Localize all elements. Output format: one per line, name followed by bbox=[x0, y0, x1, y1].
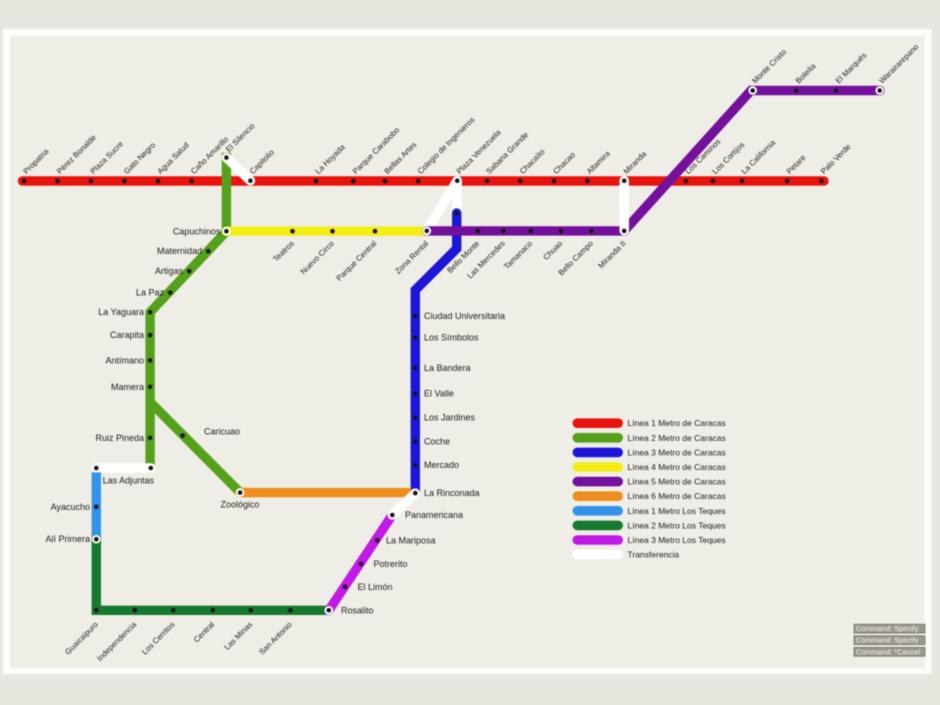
svg-text:Línea 6 Metro de Caracas: Línea 6 Metro de Caracas bbox=[628, 491, 726, 501]
svg-text:Línea 5 Metro de Caracas: Línea 5 Metro de Caracas bbox=[628, 477, 726, 487]
svg-text:Command: Specify: Command: Specify bbox=[856, 624, 919, 633]
svg-text:Potrerito: Potrerito bbox=[374, 559, 408, 569]
svg-text:Mercado: Mercado bbox=[424, 460, 459, 470]
svg-text:Coche: Coche bbox=[424, 436, 450, 446]
svg-text:Command: *Cancel: Command: *Cancel bbox=[856, 647, 920, 656]
svg-text:Ruiz Pineda: Ruiz Pineda bbox=[95, 433, 144, 443]
svg-text:Línea 2 Metro Los Teques: Línea 2 Metro Los Teques bbox=[628, 520, 726, 530]
svg-text:Los Símbolos: Los Símbolos bbox=[424, 333, 479, 343]
svg-text:Línea 3 Metro Los Teques: Línea 3 Metro Los Teques bbox=[628, 535, 726, 545]
svg-text:Línea 3 Metro de Caracas: Línea 3 Metro de Caracas bbox=[628, 447, 726, 457]
svg-text:El Limón: El Limón bbox=[358, 582, 393, 592]
svg-text:La Yaguara: La Yaguara bbox=[98, 307, 144, 317]
svg-text:La Rinconada: La Rinconada bbox=[424, 488, 480, 498]
svg-text:Línea 2 Metro de Caracas: Línea 2 Metro de Caracas bbox=[628, 433, 726, 443]
svg-text:Transferencia: Transferencia bbox=[628, 550, 680, 560]
svg-text:Zoológico: Zoológico bbox=[220, 500, 259, 510]
svg-text:Alí Primera: Alí Primera bbox=[45, 534, 90, 544]
svg-text:Panamericana: Panamericana bbox=[405, 510, 463, 520]
svg-text:Command: Specify: Command: Specify bbox=[856, 636, 919, 645]
svg-text:Artigas: Artigas bbox=[155, 266, 184, 276]
svg-text:Los Jardines: Los Jardines bbox=[424, 412, 476, 422]
svg-text:El Valle: El Valle bbox=[424, 389, 454, 399]
svg-text:Rosalito: Rosalito bbox=[341, 605, 374, 615]
svg-text:Ciudad Universitaria: Ciudad Universitaria bbox=[424, 311, 505, 321]
svg-text:Las Adjuntas: Las Adjuntas bbox=[103, 475, 155, 485]
svg-text:Línea 4 Metro de Caracas: Línea 4 Metro de Caracas bbox=[628, 462, 726, 472]
svg-text:Antímano: Antímano bbox=[105, 355, 144, 365]
svg-text:Caricuao: Caricuao bbox=[204, 427, 240, 437]
svg-text:Línea 1 Metro Los Teques: Línea 1 Metro Los Teques bbox=[628, 506, 726, 516]
svg-text:Capuchinos: Capuchinos bbox=[173, 227, 221, 237]
svg-text:Maternidad: Maternidad bbox=[157, 246, 202, 256]
svg-text:Línea 1 Metro de Caracas: Línea 1 Metro de Caracas bbox=[628, 418, 726, 428]
svg-text:La Mariposa: La Mariposa bbox=[386, 535, 436, 545]
svg-text:Mamera: Mamera bbox=[111, 382, 144, 392]
svg-text:La Bandera: La Bandera bbox=[424, 363, 471, 373]
svg-text:Ayacucho: Ayacucho bbox=[51, 502, 90, 512]
svg-text:La Paz: La Paz bbox=[136, 288, 165, 298]
svg-text:Carapita: Carapita bbox=[110, 330, 144, 340]
